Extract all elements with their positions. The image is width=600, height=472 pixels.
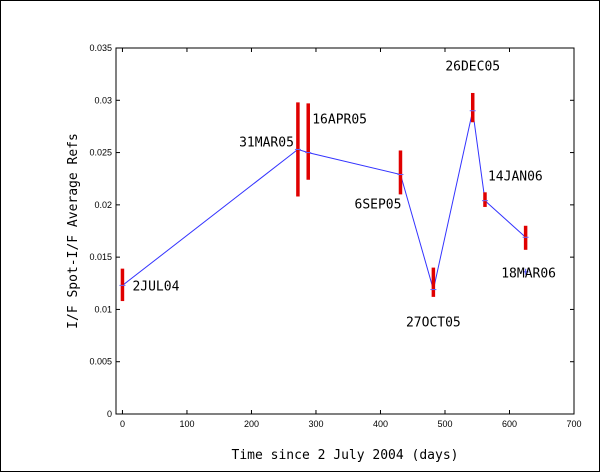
y-tick-label: 0 xyxy=(107,409,112,419)
y-tick-label: 0.005 xyxy=(89,357,112,367)
point-label: 14JAN06 xyxy=(488,170,543,185)
x-axis: 0 100 200 300 400 500 600 700 xyxy=(120,48,582,429)
x-tick-label: 500 xyxy=(437,419,452,429)
plot-area xyxy=(115,47,575,415)
x-tick-label: 300 xyxy=(308,419,323,429)
point-label: 18MAR06 xyxy=(501,266,556,281)
point-label: 6SEP05 xyxy=(355,198,402,213)
y-tick-label: 0.025 xyxy=(89,148,112,158)
y-axis-label: I/F Spot-I/F Average Refs xyxy=(66,133,81,329)
x-tick-label: 400 xyxy=(373,419,388,429)
y-axis: 0 0.005 0.01 0.015 0.02 0.025 0.03 0.035 xyxy=(89,43,574,419)
point-label: 31MAR05 xyxy=(239,135,294,150)
x-tick-label: 0 xyxy=(120,419,125,429)
point-label: 26DEC05 xyxy=(445,60,500,75)
y-tick-label: 0.035 xyxy=(89,43,112,53)
point-label: 2JUL04 xyxy=(132,279,179,294)
point-label: 16APR05 xyxy=(312,113,367,128)
data-series xyxy=(119,92,529,302)
x-axis-label: Time since 2 July 2004 (days) xyxy=(232,448,459,463)
y-tick-label: 0.01 xyxy=(94,304,112,314)
y-tick-label: 0.03 xyxy=(94,95,112,105)
point-labels: 2JUL04 31MAR05 16APR05 6SEP05 27OCT05 26DEC05… xyxy=(132,60,556,331)
y-tick-label: 0.015 xyxy=(89,252,112,262)
x-tick-label: 700 xyxy=(566,419,581,429)
x-tick-label: 100 xyxy=(179,419,194,429)
x-tick-label: 200 xyxy=(244,419,259,429)
x-tick-label: 600 xyxy=(502,419,517,429)
y-tick-label: 0.02 xyxy=(94,200,112,210)
point-label: 27OCT05 xyxy=(406,316,461,331)
